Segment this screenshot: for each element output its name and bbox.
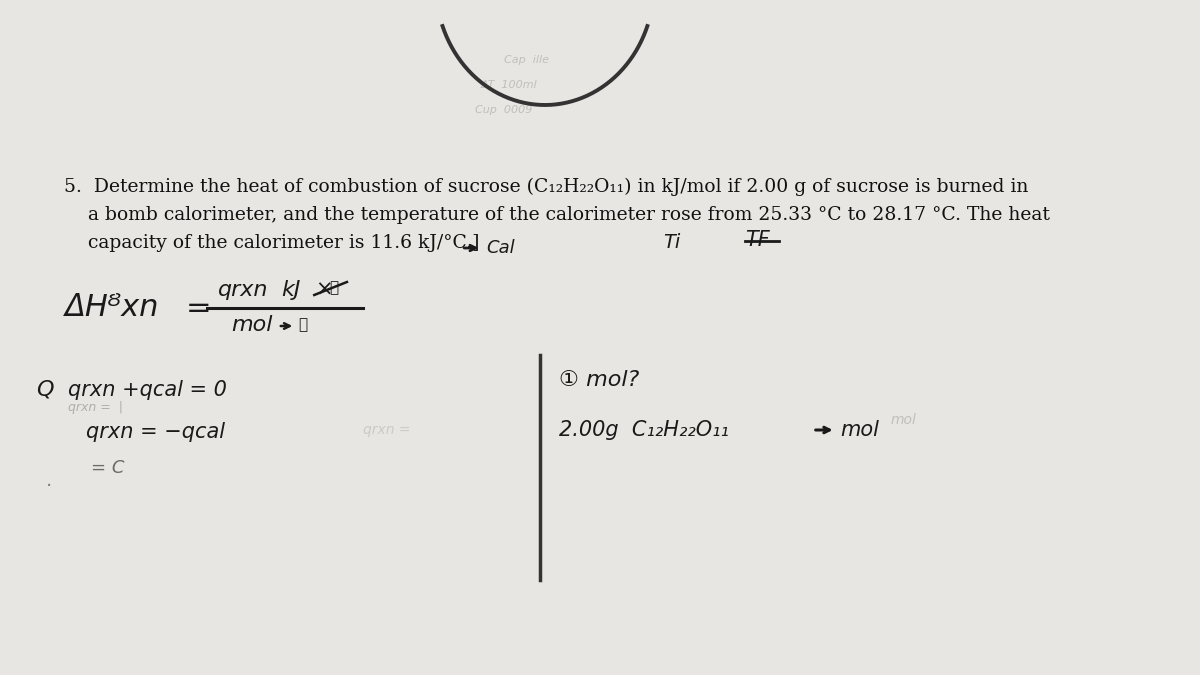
- Text: ⒫: ⒫: [298, 317, 307, 333]
- Text: mol: mol: [890, 413, 916, 427]
- Text: capacity of the calorimeter is 11.6 kJ/°C.]: capacity of the calorimeter is 11.6 kJ/°…: [64, 234, 479, 252]
- Text: TF: TF: [745, 230, 769, 250]
- Text: Cap  ille: Cap ille: [504, 55, 550, 65]
- Text: qrxn: qrxn: [218, 280, 269, 300]
- Text: = C: = C: [91, 459, 125, 477]
- Text: ΔHᴽxn: ΔHᴽxn: [65, 294, 160, 323]
- Text: mol: mol: [232, 315, 272, 335]
- Text: mol: mol: [840, 420, 878, 440]
- Text: qrxn =: qrxn =: [364, 423, 410, 437]
- Text: qrxn = −qcal: qrxn = −qcal: [86, 422, 226, 442]
- Text: 5.  Determine the heat of combustion of sucrose (C₁₂H₂₂O₁₁) in kJ/mol if 2.00 g : 5. Determine the heat of combustion of s…: [64, 178, 1028, 196]
- Text: Cup  0009: Cup 0009: [475, 105, 533, 115]
- Text: 2.00g  C₁₂H₂₂O₁₁: 2.00g C₁₂H₂₂O₁₁: [558, 420, 728, 440]
- Text: .: .: [46, 470, 52, 489]
- Text: qrxn +qcal = 0: qrxn +qcal = 0: [68, 380, 227, 400]
- Text: ⒪: ⒪: [330, 281, 338, 296]
- Text: ① mol?: ① mol?: [558, 370, 638, 390]
- Text: ΔT  100ml: ΔT 100ml: [480, 80, 536, 90]
- Text: Cal: Cal: [486, 239, 515, 257]
- Text: ×: ×: [316, 280, 332, 300]
- Text: Ti: Ti: [664, 232, 680, 252]
- Text: qrxn =  |: qrxn = |: [68, 402, 124, 414]
- Text: a bomb calorimeter, and the temperature of the calorimeter rose from 25.33 °C to: a bomb calorimeter, and the temperature …: [64, 206, 1050, 224]
- Text: Q: Q: [36, 380, 54, 400]
- Text: =: =: [186, 294, 212, 323]
- Text: kJ: kJ: [282, 280, 301, 300]
